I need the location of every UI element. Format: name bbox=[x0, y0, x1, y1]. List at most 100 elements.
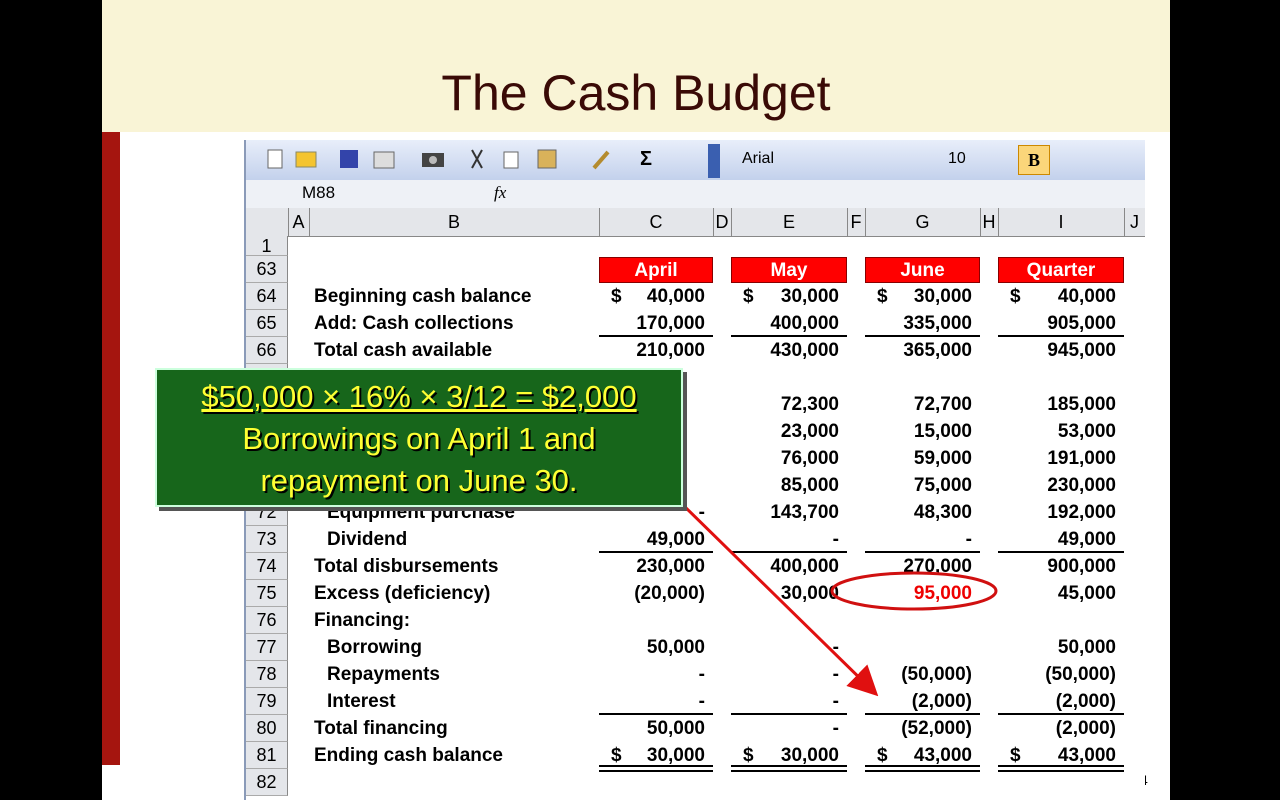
currency-symbol: $ bbox=[743, 286, 754, 307]
row-label: Borrowing bbox=[327, 637, 422, 658]
cell-value: - bbox=[698, 691, 705, 712]
cell-value: (20,000) bbox=[634, 583, 705, 604]
cell-value: 185,000 bbox=[1047, 394, 1116, 415]
currency-symbol: $ bbox=[877, 286, 888, 307]
cell-value: 43,000 bbox=[1057, 745, 1116, 766]
row-number: 73 bbox=[246, 526, 288, 553]
cell-value: 50,000 bbox=[1057, 637, 1116, 658]
toolbar: Σ Arial 10 B bbox=[246, 140, 1145, 180]
row-number: 66 bbox=[246, 337, 288, 364]
row-number: 65 bbox=[246, 310, 288, 337]
row-label: Total disbursements bbox=[314, 556, 499, 577]
row-number: 64 bbox=[246, 283, 288, 310]
fx-label: fx bbox=[494, 183, 507, 202]
cell-value: 170,000 bbox=[636, 313, 705, 334]
cell-value: 30,000 bbox=[780, 745, 839, 766]
slide-title: The Cash Budget bbox=[441, 65, 831, 121]
column-header: E bbox=[731, 208, 848, 236]
currency-symbol: $ bbox=[611, 745, 622, 766]
cell-value: 40,000 bbox=[1057, 286, 1116, 307]
cell-grid: 1 63 April May June Quarter 64 Beginning cash b… bbox=[246, 140, 1145, 800]
cell-value: 49,000 bbox=[646, 529, 705, 550]
column-header: H bbox=[980, 208, 999, 236]
row-label: Add: Cash collections bbox=[314, 313, 514, 334]
underline bbox=[599, 551, 713, 553]
double-underline bbox=[865, 765, 980, 772]
font-size[interactable]: 10 bbox=[948, 150, 966, 167]
cell-value: 945,000 bbox=[1047, 340, 1116, 361]
underline bbox=[998, 335, 1124, 337]
cell-value: 230,000 bbox=[1047, 475, 1116, 496]
bold-button[interactable]: B bbox=[1018, 145, 1050, 175]
cell-value: (50,000) bbox=[901, 664, 972, 685]
currency-symbol: $ bbox=[1010, 745, 1021, 766]
cell-value: 43,000 bbox=[913, 745, 972, 766]
cell-value: 49,000 bbox=[1057, 529, 1116, 550]
underline bbox=[731, 713, 847, 715]
toolbar-icons bbox=[267, 144, 720, 178]
cell-value: - bbox=[832, 718, 839, 739]
double-underline bbox=[731, 765, 847, 772]
cell-value: (2,000) bbox=[1055, 718, 1116, 739]
cell-value: 72,700 bbox=[913, 394, 972, 415]
underline bbox=[731, 551, 847, 553]
underline bbox=[865, 713, 980, 715]
column-title: June bbox=[865, 257, 980, 283]
row-label: Excess (deficiency) bbox=[314, 583, 491, 604]
cell-value: 30,000 bbox=[913, 286, 972, 307]
callout-text: Borrowings on April 1 and bbox=[242, 421, 596, 456]
autosum[interactable]: Σ bbox=[640, 148, 653, 170]
cell-value: - bbox=[832, 529, 839, 550]
cell-value: - bbox=[698, 502, 705, 523]
cell-value: 210,000 bbox=[636, 340, 705, 361]
column-header: A bbox=[288, 208, 310, 236]
name-box[interactable]: M88 bbox=[302, 183, 336, 202]
cell-value: - bbox=[832, 637, 839, 658]
column-title: April bbox=[599, 257, 713, 283]
currency-symbol: $ bbox=[611, 286, 622, 307]
underline bbox=[865, 551, 980, 553]
cell-value: 30,000 bbox=[646, 745, 705, 766]
accent-bar bbox=[102, 132, 120, 765]
row-label: Interest bbox=[327, 691, 396, 712]
underline bbox=[865, 335, 980, 337]
row-number: 76 bbox=[246, 607, 288, 634]
cell-value: 430,000 bbox=[770, 340, 839, 361]
column-header: D bbox=[713, 208, 732, 236]
title-band bbox=[102, 0, 1170, 132]
cell-value: 50,000 bbox=[646, 637, 705, 658]
row-label: Beginning cash balance bbox=[314, 286, 532, 307]
cell-value: (50,000) bbox=[1045, 664, 1116, 685]
underline bbox=[998, 551, 1124, 553]
row-number: 77 bbox=[246, 634, 288, 661]
double-underline bbox=[599, 765, 713, 772]
cell-value: 53,000 bbox=[1057, 421, 1116, 442]
column-title: May bbox=[731, 257, 847, 283]
cell-value: 400,000 bbox=[770, 556, 839, 577]
row-label: Total financing bbox=[314, 718, 448, 739]
cell-value: 400,000 bbox=[770, 313, 839, 334]
cell-value: 230,000 bbox=[636, 556, 705, 577]
cell-value: 76,000 bbox=[780, 448, 839, 469]
row-label: Repayments bbox=[327, 664, 440, 685]
row-number: 79 bbox=[246, 688, 288, 715]
double-underline bbox=[998, 765, 1124, 772]
underline bbox=[599, 335, 713, 337]
cell-value: 85,000 bbox=[780, 475, 839, 496]
cell-value: - bbox=[965, 529, 972, 550]
cell-value: (2,000) bbox=[1055, 691, 1116, 712]
column-header: C bbox=[599, 208, 714, 236]
cell-value: 900,000 bbox=[1047, 556, 1116, 577]
cell-value: 72,300 bbox=[780, 394, 839, 415]
cell-value: 15,000 bbox=[913, 421, 972, 442]
font-name[interactable]: Arial bbox=[742, 150, 775, 167]
cell-value: 192,000 bbox=[1047, 502, 1116, 523]
callout-text: repayment on June 30. bbox=[260, 463, 578, 498]
column-header: F bbox=[847, 208, 866, 236]
currency-symbol: $ bbox=[1010, 286, 1021, 307]
cell-value: - bbox=[832, 664, 839, 685]
